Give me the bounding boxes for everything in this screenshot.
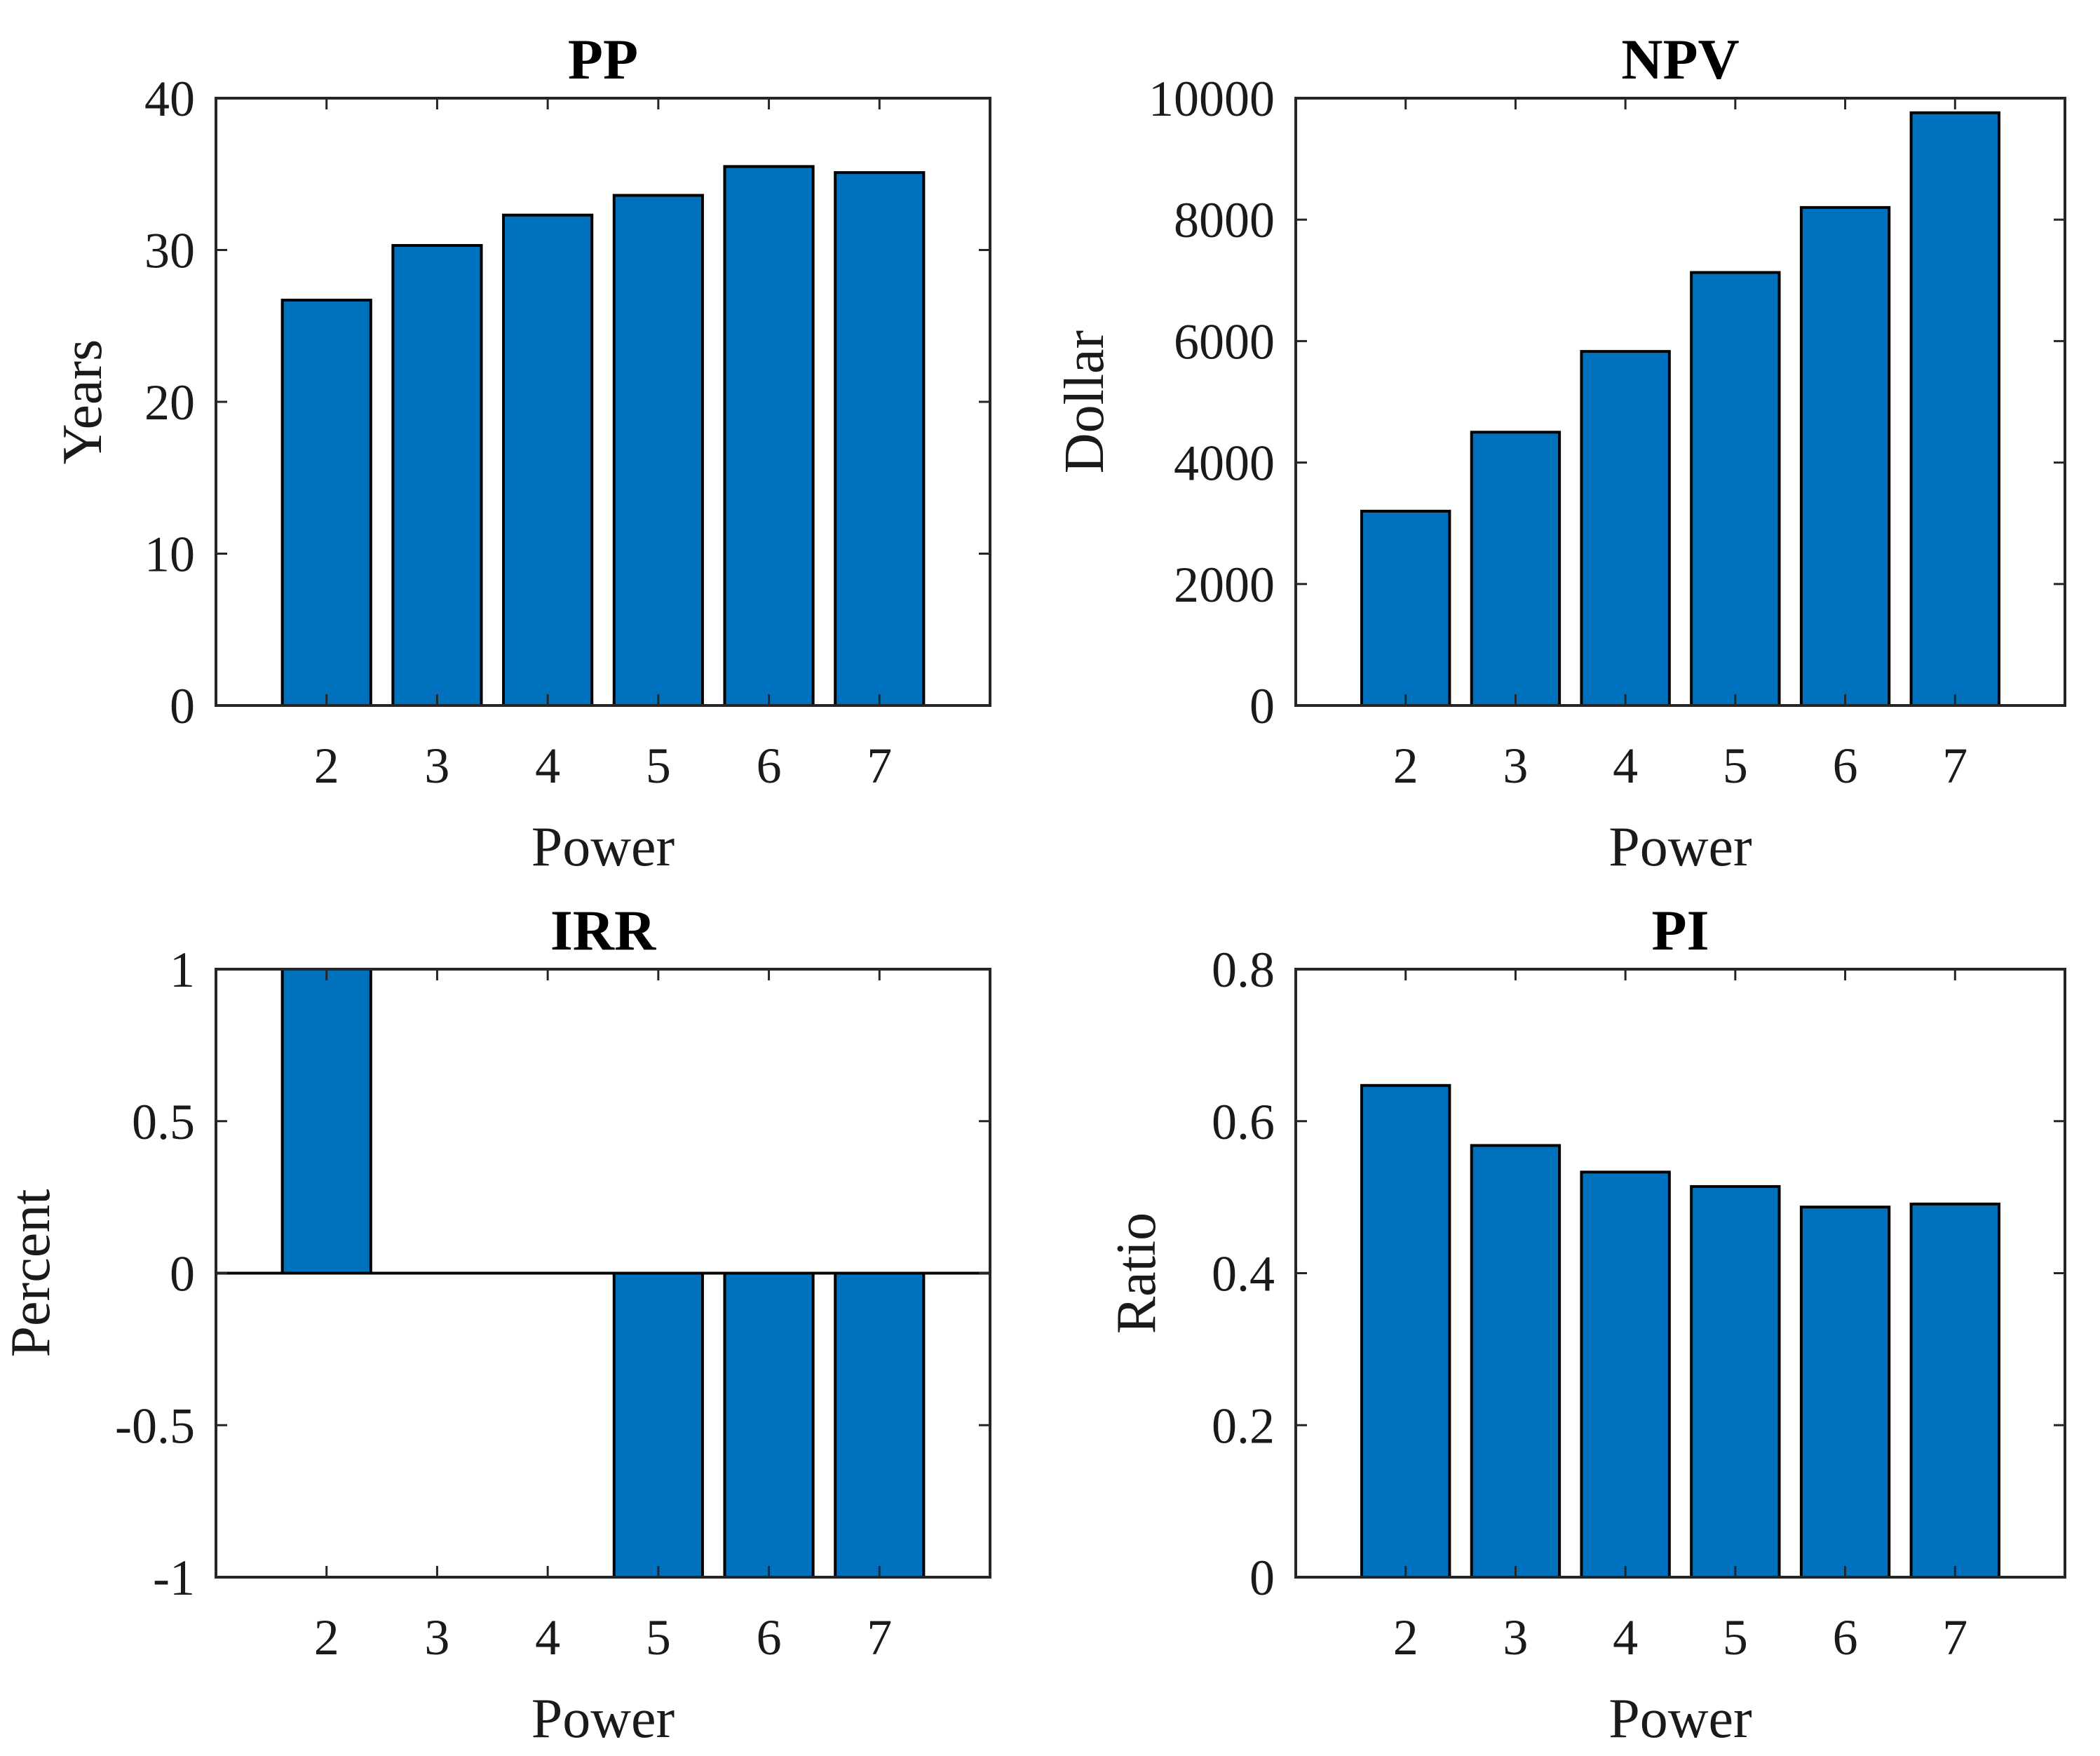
x-axis-label: Power (1608, 1688, 1752, 1750)
chart-panel-pp: 0 10 20 30 40 2 3 4 5 6 7 PP Power Years (52, 27, 991, 878)
x-tick-label: 5 (1723, 738, 1748, 794)
x-tick-label: 3 (1503, 738, 1528, 794)
bar-3 (391, 244, 483, 707)
x-tick-label: 2 (1393, 738, 1418, 794)
y-tick-label: 8000 (1174, 192, 1275, 248)
x-tick-label: 7 (867, 738, 892, 794)
y-tick-label: 0 (1249, 1550, 1275, 1606)
x-tick-label: 6 (1833, 1609, 1858, 1666)
bar-6 (723, 1271, 815, 1579)
chart-title: IRR (550, 898, 656, 962)
y-tick-label: 4000 (1174, 435, 1275, 492)
bar-5 (1690, 1184, 1781, 1579)
y-tick-label: 1 (170, 942, 195, 998)
x-tick-label: 4 (535, 1609, 560, 1666)
x-tick-label: 7 (1942, 738, 1967, 794)
y-tick-label: 10 (144, 527, 195, 583)
bar-7 (834, 1271, 926, 1579)
bar-6 (1799, 205, 1891, 707)
chart-title: PI (1652, 898, 1709, 962)
bar-5 (612, 1271, 704, 1579)
y-axis-label: Years (52, 339, 114, 465)
y-tick-label: 0 (170, 678, 195, 734)
x-axis-label: Power (531, 816, 675, 878)
bar-4 (502, 213, 594, 707)
x-tick-label: 2 (1393, 1609, 1418, 1666)
y-axis-label: Percent (0, 1189, 62, 1358)
bar-7 (1909, 111, 2000, 707)
y-tick-label: 20 (144, 374, 195, 431)
x-tick-label: 6 (757, 738, 782, 794)
y-axis-label: Dollar (1054, 330, 1116, 473)
y-tick-label: 0.2 (1212, 1398, 1275, 1454)
y-tick-label: -0.5 (115, 1398, 195, 1454)
chart-panel-irr: -1 -0.5 0 0.5 1 2 3 4 5 6 7 IRR Power Percent (0, 898, 991, 1750)
bar-6 (1799, 1205, 1891, 1579)
x-tick-label: 5 (1723, 1609, 1748, 1666)
chart-panel-npv: 0 2000 4000 6000 8000 10000 2 3 4 5 6 7 NPV Power Doll… (1054, 27, 2066, 878)
bar-4 (1580, 1170, 1671, 1579)
x-tick-label: 3 (1503, 1609, 1528, 1666)
y-axis-label: Ratio (1106, 1213, 1167, 1334)
y-tick-label: 0 (170, 1246, 195, 1302)
bar-2 (1360, 509, 1451, 707)
y-tick-label: 0.6 (1212, 1094, 1275, 1150)
chart-title: PP (568, 27, 638, 91)
bar-7 (1909, 1202, 2000, 1579)
bar-2 (280, 298, 372, 707)
x-tick-label: 2 (314, 738, 339, 794)
y-tick-label: 10000 (1149, 71, 1275, 127)
x-tick-label: 5 (646, 1609, 671, 1666)
x-axis-label: Power (1608, 816, 1752, 878)
bar-6 (723, 165, 815, 708)
x-tick-label: 7 (867, 1609, 892, 1666)
bar-7 (834, 171, 926, 707)
y-tick-label: 0.8 (1212, 942, 1275, 998)
x-tick-label: 6 (757, 1609, 782, 1666)
y-tick-label: 0.5 (132, 1094, 195, 1150)
y-tick-label: 0.4 (1212, 1246, 1275, 1302)
x-tick-label: 6 (1833, 738, 1858, 794)
chart-panel-pi: 0 0.2 0.4 0.6 0.8 2 3 4 5 6 7 PI Power Ratio (1106, 898, 2066, 1750)
y-tick-label: 0 (1249, 678, 1275, 734)
x-tick-label: 7 (1942, 1609, 1967, 1666)
y-tick-label: 6000 (1174, 313, 1275, 370)
x-tick-label: 2 (314, 1609, 339, 1666)
y-tick-label: -1 (153, 1550, 195, 1606)
x-tick-label: 4 (1613, 1609, 1638, 1666)
bar-2 (1360, 1083, 1451, 1579)
y-tick-label: 40 (144, 71, 195, 127)
y-tick-label: 30 (144, 223, 195, 279)
y-tick-label: 2000 (1174, 557, 1275, 613)
bar-2 (280, 968, 372, 1275)
bar-5 (1690, 271, 1781, 707)
x-tick-label: 4 (535, 738, 560, 794)
bar-4 (1580, 350, 1671, 707)
bar-3 (1470, 1144, 1562, 1579)
x-tick-label: 3 (424, 738, 449, 794)
x-tick-label: 3 (424, 1609, 449, 1666)
x-axis-label: Power (531, 1688, 675, 1750)
x-tick-label: 5 (646, 738, 671, 794)
bar-3 (1470, 431, 1562, 707)
axes-box (1294, 97, 2066, 707)
chart-title: NPV (1621, 27, 1740, 91)
x-tick-label: 4 (1613, 738, 1638, 794)
bar-5 (612, 194, 704, 707)
